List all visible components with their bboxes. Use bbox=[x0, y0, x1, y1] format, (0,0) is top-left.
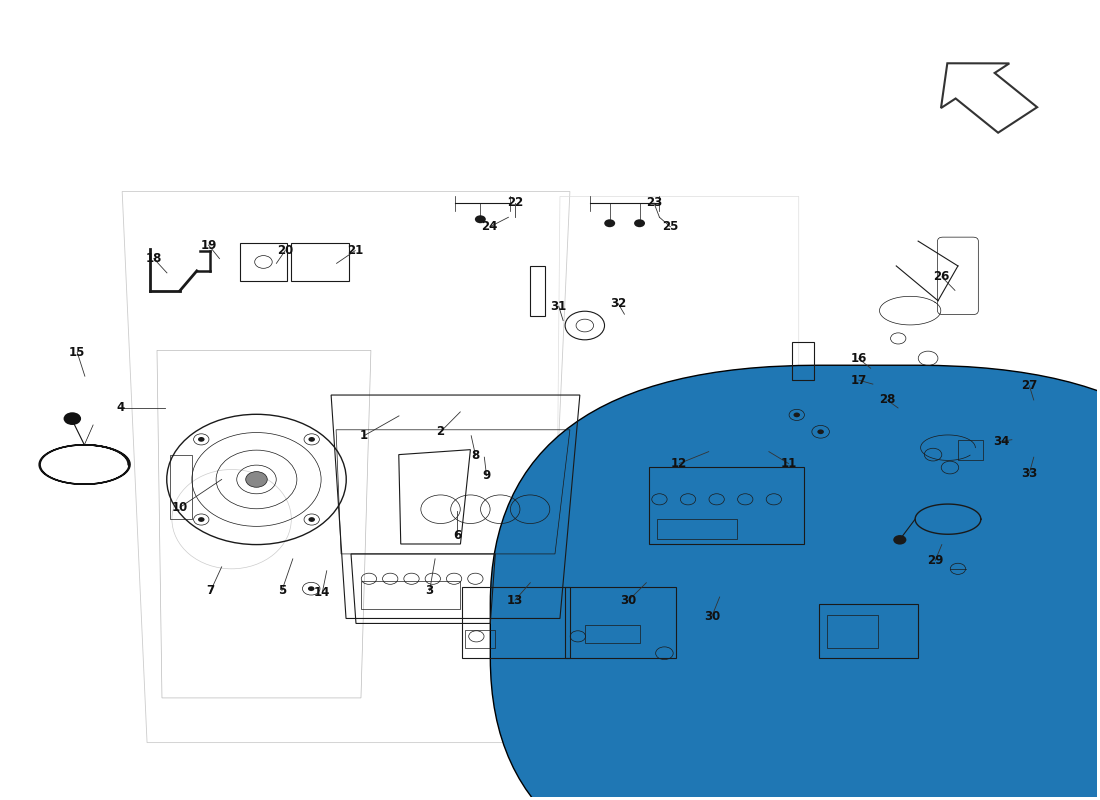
Text: 2: 2 bbox=[437, 426, 444, 438]
Text: 33: 33 bbox=[1021, 466, 1037, 479]
Text: 5: 5 bbox=[277, 584, 286, 597]
Circle shape bbox=[245, 472, 267, 487]
Text: 18: 18 bbox=[145, 252, 162, 265]
Text: 26: 26 bbox=[934, 270, 950, 283]
Text: 1: 1 bbox=[360, 430, 368, 442]
Text: 8: 8 bbox=[472, 449, 480, 462]
Text: 29: 29 bbox=[927, 554, 944, 567]
Text: 30: 30 bbox=[704, 610, 720, 622]
Circle shape bbox=[198, 517, 205, 522]
Circle shape bbox=[198, 437, 205, 442]
Text: 15: 15 bbox=[69, 346, 86, 359]
Text: 12: 12 bbox=[671, 457, 688, 470]
Text: 9: 9 bbox=[483, 469, 491, 482]
Text: 31: 31 bbox=[551, 300, 566, 313]
Text: 30: 30 bbox=[620, 594, 637, 606]
Text: 14: 14 bbox=[315, 586, 330, 598]
Text: 10: 10 bbox=[172, 501, 188, 514]
Text: 32: 32 bbox=[609, 297, 626, 310]
Circle shape bbox=[64, 412, 81, 425]
Text: 11: 11 bbox=[781, 457, 796, 470]
Text: 23: 23 bbox=[646, 197, 662, 210]
Circle shape bbox=[634, 219, 645, 227]
Circle shape bbox=[308, 517, 315, 522]
Text: 4: 4 bbox=[117, 402, 125, 414]
Text: 28: 28 bbox=[879, 394, 895, 406]
Circle shape bbox=[893, 535, 906, 545]
Text: 17: 17 bbox=[850, 374, 867, 386]
Text: 6: 6 bbox=[453, 529, 461, 542]
FancyBboxPatch shape bbox=[491, 366, 1100, 800]
Circle shape bbox=[604, 219, 615, 227]
Text: 34: 34 bbox=[992, 435, 1009, 448]
Text: 27: 27 bbox=[1021, 379, 1037, 392]
Circle shape bbox=[308, 586, 315, 591]
Circle shape bbox=[793, 413, 800, 418]
Text: 7: 7 bbox=[207, 584, 215, 597]
Text: 3: 3 bbox=[426, 584, 433, 597]
Text: 19: 19 bbox=[200, 238, 217, 251]
Circle shape bbox=[475, 215, 486, 223]
Text: 20: 20 bbox=[277, 244, 294, 257]
Text: 13: 13 bbox=[507, 594, 524, 606]
Text: 16: 16 bbox=[850, 352, 867, 365]
Circle shape bbox=[817, 430, 824, 434]
Text: 25: 25 bbox=[662, 220, 679, 234]
Circle shape bbox=[308, 437, 315, 442]
Text: 24: 24 bbox=[482, 220, 498, 234]
Text: 21: 21 bbox=[348, 244, 363, 257]
Text: 22: 22 bbox=[507, 197, 524, 210]
